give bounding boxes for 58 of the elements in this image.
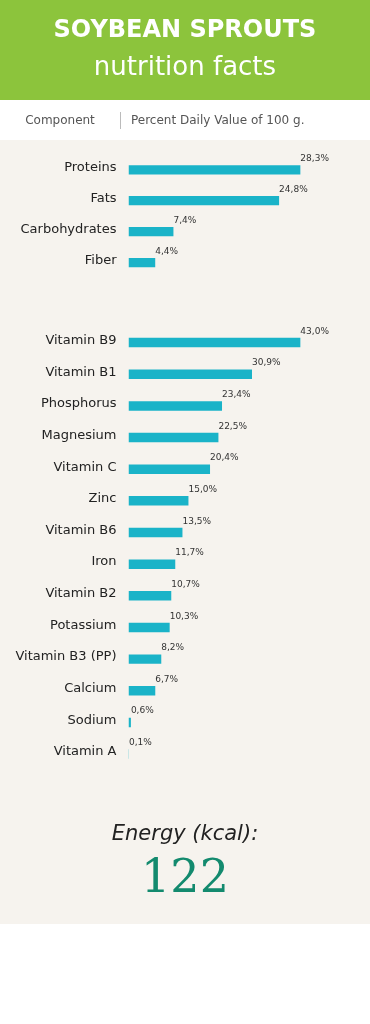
bar — [128, 591, 172, 601]
bar — [128, 226, 174, 237]
y-tick-label: Sodium — [67, 711, 117, 727]
data-label: 11,7% — [175, 547, 205, 558]
bar — [128, 432, 219, 443]
bar — [128, 654, 162, 664]
text: 122 — [140, 848, 230, 904]
data-label: 0,6% — [130, 705, 155, 716]
y-tick-label: Vitamin B3 (PP) — [15, 648, 117, 664]
data-label: 7,4% — [173, 214, 197, 225]
data-label: 24,8% — [279, 183, 309, 194]
text: Energy (kcal): — [111, 820, 259, 847]
y-tick-label: Potassium — [50, 616, 117, 632]
data-label: 0,1% — [128, 737, 153, 748]
y-tick-label: Fats — [90, 190, 117, 206]
bar — [128, 464, 211, 474]
y-tick-label: Vitamin B1 — [45, 363, 117, 379]
data-label: 13,5% — [182, 515, 212, 526]
y-tick-label: Vitamin A — [53, 743, 117, 759]
data-label: 4,4% — [155, 245, 179, 256]
y-tick-label: Magnesium — [41, 426, 117, 442]
y-tick-label: Zinc — [88, 490, 117, 506]
bar — [128, 401, 223, 411]
y-tick-label: Vitamin C — [53, 458, 117, 474]
bar — [128, 686, 156, 696]
data-label: 23,4% — [222, 388, 252, 399]
data-label: 28,3% — [300, 153, 330, 164]
bar — [128, 527, 183, 538]
x-axis-title: Percent Daily Value of 100 g. — [120, 112, 305, 130]
y-tick-label: Vitamin B9 — [45, 331, 117, 347]
data-label: 10,3% — [169, 610, 199, 621]
data-label: 6,7% — [155, 673, 179, 684]
y-tick-label: Vitamin B6 — [45, 521, 117, 537]
bar — [128, 257, 156, 268]
data-label: 30,9% — [251, 357, 282, 368]
y-tick-label: Calcium — [64, 680, 117, 696]
bar — [128, 496, 189, 506]
chart-title: SOYBEAN SPROUTS — [53, 14, 317, 45]
chart-subtitle: nutrition facts — [93, 50, 277, 83]
bar — [128, 337, 301, 348]
bar — [128, 622, 170, 633]
y-tick-label: Phosphorus — [40, 395, 117, 411]
data-label: 8,2% — [161, 642, 185, 653]
bar — [128, 165, 301, 175]
data-label: 15,0% — [188, 483, 218, 494]
y-tick-label: Proteins — [64, 159, 117, 175]
y-tick-label: Vitamin B2 — [45, 585, 117, 601]
y-tick-label: Iron — [91, 553, 117, 569]
data-label: 22,5% — [218, 420, 248, 431]
data-label: 20,4% — [210, 452, 240, 463]
bar — [128, 559, 176, 569]
y-axis-title: Component — [24, 112, 96, 129]
bar — [128, 369, 252, 379]
y-tick-label: Carbohydrates — [20, 221, 117, 237]
data-label: 43,0% — [300, 325, 330, 336]
bar — [128, 196, 280, 206]
data-label: 10,7% — [171, 578, 201, 589]
y-tick-label: Fiber — [84, 251, 118, 267]
